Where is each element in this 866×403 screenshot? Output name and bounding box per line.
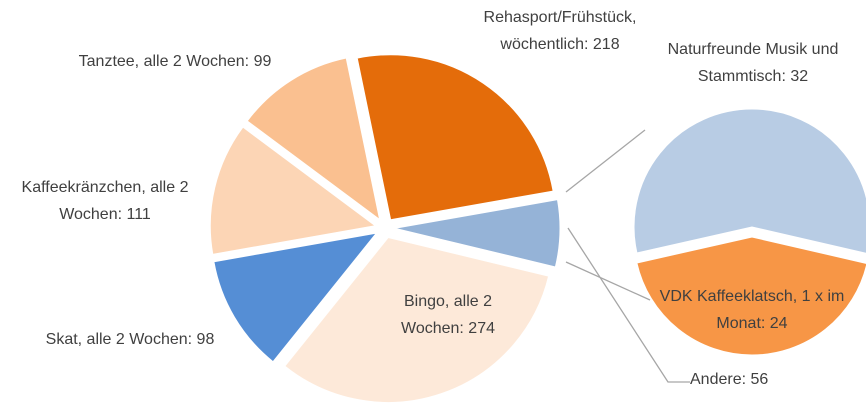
connector-line (565, 129, 646, 193)
pie-slice (633, 108, 866, 254)
label-value: 218 (592, 36, 620, 53)
pie-slice (246, 57, 381, 221)
data-label: Naturfreunde Musik und Stammtisch: 32 (667, 41, 839, 85)
pie-slice (356, 54, 554, 221)
label-name: Rehasport/Frühstück, wöchentlich (483, 9, 637, 53)
pie-slice (284, 236, 550, 403)
connectors (565, 129, 690, 383)
label-value: 32 (790, 68, 809, 85)
pie-slice (636, 236, 866, 356)
leader-line (567, 227, 690, 383)
label-name: Bingo, alle 2 Wochen (401, 293, 493, 337)
data-label: Kaffeekränzchen, alle 2 Wochen: 111 (21, 179, 189, 223)
data-label: Bingo, alle 2 Wochen: 274 (401, 293, 495, 337)
label-value: 98 (196, 331, 215, 348)
label-name: Skat, alle 2 Wochen (45, 331, 188, 348)
label-value: 111 (126, 206, 151, 223)
pie-slice (394, 199, 561, 268)
label-name: Kaffeekränzchen, alle 2 Wochen (21, 179, 189, 223)
label-name: VDK Kaffeeklatsch, 1 x im Monat (659, 288, 845, 332)
label-value: 274 (468, 320, 495, 337)
pie-slice (209, 126, 377, 255)
connector-line (565, 261, 651, 301)
label-name: Naturfreunde Musik und Stammtisch (667, 41, 839, 85)
data-label: VDK Kaffeeklatsch, 1 x im Monat: 24 (659, 288, 845, 332)
data-label: Rehasport/Frühstück, wöchentlich: 218 (483, 9, 637, 53)
label-value: 24 (769, 315, 788, 332)
label-value: 99 (253, 53, 272, 70)
data-label: Tanztee, alle 2 Wochen: 99 (78, 53, 272, 70)
label-value: 56 (750, 371, 769, 388)
label-name: Andere (690, 371, 742, 388)
data-label: Andere: 56 (690, 371, 769, 388)
pie-slice (213, 232, 378, 363)
label-name: Tanztee, alle 2 Wochen (78, 53, 245, 70)
data-label: Skat, alle 2 Wochen: 98 (45, 331, 215, 348)
